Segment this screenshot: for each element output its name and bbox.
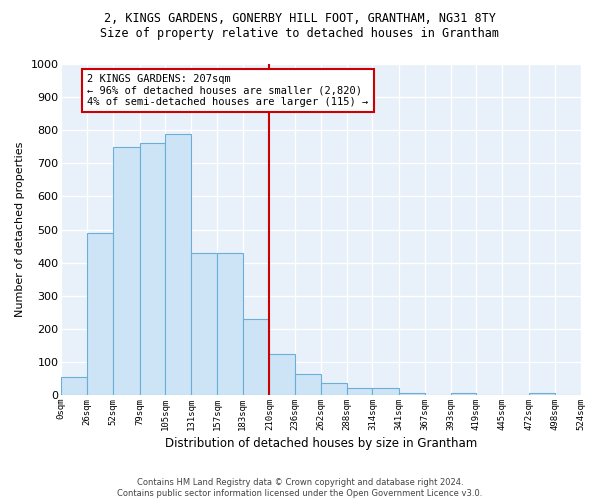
- Bar: [166, 134, 191, 395]
- Bar: [217, 252, 242, 395]
- Bar: [321, 384, 347, 395]
- Bar: [269, 354, 295, 395]
- Text: Size of property relative to detached houses in Grantham: Size of property relative to detached ho…: [101, 28, 499, 40]
- X-axis label: Distribution of detached houses by size in Grantham: Distribution of detached houses by size …: [165, 437, 477, 450]
- Bar: [87, 233, 113, 395]
- Bar: [61, 377, 87, 395]
- Bar: [529, 394, 555, 395]
- Bar: [140, 144, 166, 395]
- Bar: [581, 394, 600, 395]
- Bar: [399, 394, 425, 395]
- Bar: [295, 374, 321, 395]
- Bar: [113, 147, 140, 395]
- Text: 2 KINGS GARDENS: 207sqm
← 96% of detached houses are smaller (2,820)
4% of semi-: 2 KINGS GARDENS: 207sqm ← 96% of detache…: [87, 74, 368, 107]
- Bar: [347, 388, 373, 395]
- Text: Contains HM Land Registry data © Crown copyright and database right 2024.
Contai: Contains HM Land Registry data © Crown c…: [118, 478, 482, 498]
- Bar: [191, 252, 217, 395]
- Bar: [373, 388, 399, 395]
- Bar: [451, 394, 476, 395]
- Text: 2, KINGS GARDENS, GONERBY HILL FOOT, GRANTHAM, NG31 8TY: 2, KINGS GARDENS, GONERBY HILL FOOT, GRA…: [104, 12, 496, 26]
- Bar: [242, 319, 269, 395]
- Y-axis label: Number of detached properties: Number of detached properties: [15, 142, 25, 317]
